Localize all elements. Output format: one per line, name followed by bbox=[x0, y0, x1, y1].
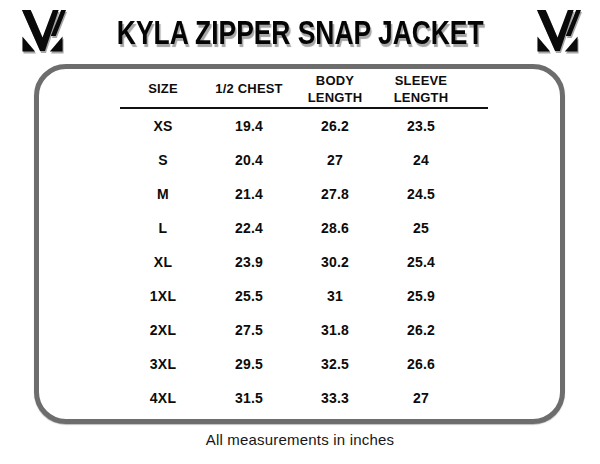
size-cell: S bbox=[120, 152, 206, 168]
measurement-cell: 29.5 bbox=[206, 356, 292, 372]
size-cell: 3XL bbox=[120, 356, 206, 372]
column-header: SLEEVE LENGTH bbox=[378, 73, 464, 106]
measurement-cell: 25 bbox=[378, 220, 464, 236]
brand-logo-right bbox=[533, 8, 582, 57]
measurement-cell: 32.5 bbox=[292, 356, 378, 372]
page-title: KYLA ZIPPER SNAP JACKET bbox=[71, 8, 529, 57]
size-table-body: XS19.426.223.5S20.42724M21.427.824.5L22.… bbox=[120, 109, 488, 415]
table-row: 3XL29.532.526.6 bbox=[120, 347, 488, 381]
size-cell: 1XL bbox=[120, 288, 206, 304]
table-row: S20.42724 bbox=[120, 143, 488, 177]
table-row: 2XL27.531.826.2 bbox=[120, 313, 488, 347]
column-header: 1/2 CHEST bbox=[206, 81, 292, 97]
size-table-header-row: SIZE1/2 CHESTBODY LENGTHSLEEVE LENGTH bbox=[120, 69, 488, 109]
measurement-cell: 26.2 bbox=[378, 322, 464, 338]
measurement-cell: 31.8 bbox=[292, 322, 378, 338]
column-header: SIZE bbox=[120, 81, 206, 97]
measurement-cell: 30.2 bbox=[292, 254, 378, 270]
measurement-cell: 31.5 bbox=[206, 390, 292, 406]
measurement-cell: 24.5 bbox=[378, 186, 464, 202]
measurement-cell: 24 bbox=[378, 152, 464, 168]
measurement-cell: 33.3 bbox=[292, 390, 378, 406]
size-cell: L bbox=[120, 220, 206, 236]
size-cell: XS bbox=[120, 118, 206, 134]
size-cell: 2XL bbox=[120, 322, 206, 338]
table-row: 4XL31.533.327 bbox=[120, 381, 488, 415]
measurement-cell: 27.5 bbox=[206, 322, 292, 338]
measurement-cell: 25.4 bbox=[378, 254, 464, 270]
column-header: BODY LENGTH bbox=[292, 73, 378, 106]
brand-m-monogram-icon bbox=[18, 8, 67, 57]
table-row: M21.427.824.5 bbox=[120, 177, 488, 211]
measurement-cell: 19.4 bbox=[206, 118, 292, 134]
brand-m-monogram-icon bbox=[533, 8, 582, 57]
size-cell: M bbox=[120, 186, 206, 202]
table-row: 1XL25.53125.9 bbox=[120, 279, 488, 313]
measurement-cell: 28.6 bbox=[292, 220, 378, 236]
measurement-cell: 26.6 bbox=[378, 356, 464, 372]
table-row: XL23.930.225.4 bbox=[120, 245, 488, 279]
measurement-cell: 31 bbox=[292, 288, 378, 304]
measurement-cell: 23.9 bbox=[206, 254, 292, 270]
measurement-cell: 22.4 bbox=[206, 220, 292, 236]
page-title-text: KYLA ZIPPER SNAP JACKET bbox=[117, 8, 484, 57]
measurement-cell: 27 bbox=[378, 390, 464, 406]
size-cell: 4XL bbox=[120, 390, 206, 406]
measurement-cell: 20.4 bbox=[206, 152, 292, 168]
measurement-cell: 27.8 bbox=[292, 186, 378, 202]
size-table: SIZE1/2 CHESTBODY LENGTHSLEEVE LENGTH XS… bbox=[120, 69, 488, 415]
measurement-cell: 21.4 bbox=[206, 186, 292, 202]
size-chart-page: KYLA ZIPPER SNAP JACKET SIZE1/2 CHESTBOD… bbox=[0, 0, 600, 448]
measurement-cell: 26.2 bbox=[292, 118, 378, 134]
table-row: XS19.426.223.5 bbox=[120, 109, 488, 143]
measurement-cell: 25.9 bbox=[378, 288, 464, 304]
measurement-cell: 27 bbox=[292, 152, 378, 168]
size-cell: XL bbox=[120, 254, 206, 270]
measurement-cell: 23.5 bbox=[378, 118, 464, 134]
brand-logo-left bbox=[18, 8, 67, 57]
header: KYLA ZIPPER SNAP JACKET bbox=[0, 0, 600, 57]
measurement-cell: 25.5 bbox=[206, 288, 292, 304]
size-chart-box: SIZE1/2 CHESTBODY LENGTHSLEEVE LENGTH XS… bbox=[34, 64, 565, 424]
table-row: L22.428.625 bbox=[120, 211, 488, 245]
footer-note: All measurements in inches bbox=[0, 431, 600, 448]
